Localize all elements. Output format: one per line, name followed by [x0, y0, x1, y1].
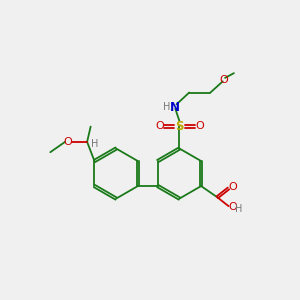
Text: H: H	[235, 204, 242, 214]
Text: O: O	[195, 122, 204, 131]
Text: O: O	[228, 182, 237, 192]
Text: O: O	[64, 137, 72, 147]
Text: O: O	[155, 122, 164, 131]
Text: H: H	[164, 102, 171, 112]
Text: S: S	[175, 120, 184, 133]
Text: O: O	[220, 75, 228, 85]
Text: O: O	[228, 202, 237, 212]
Text: H: H	[91, 139, 98, 149]
Text: N: N	[170, 101, 180, 114]
